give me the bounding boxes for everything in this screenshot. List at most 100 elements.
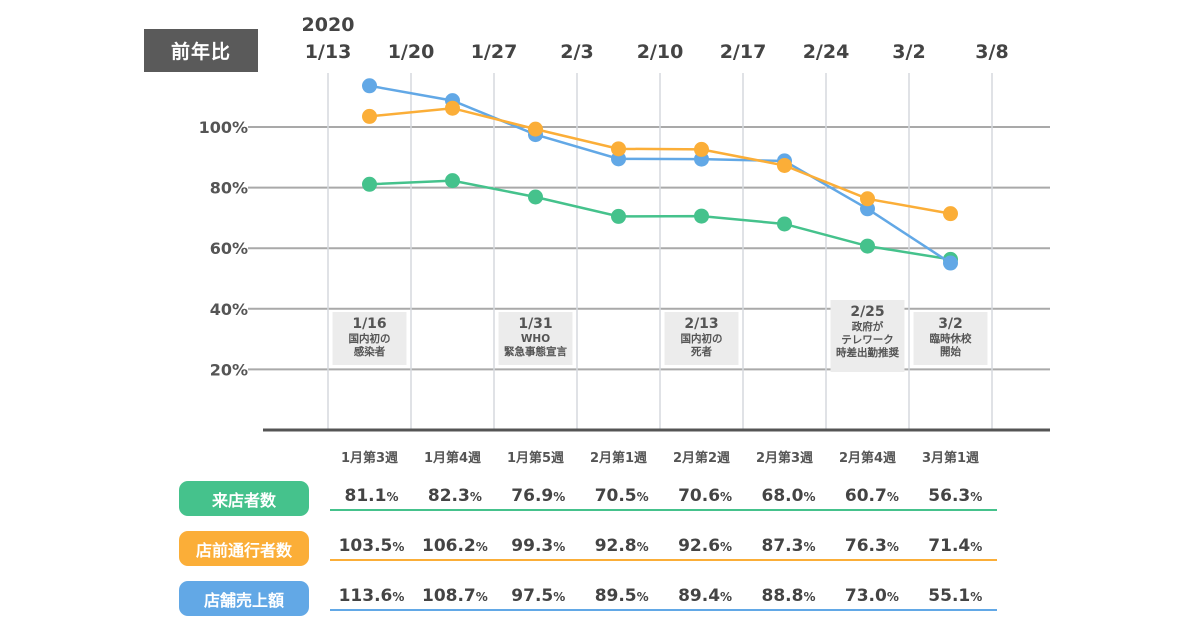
row-underline-sales [330, 609, 997, 611]
value-number: 76.3 [844, 536, 887, 556]
value-unit: % [553, 490, 566, 504]
week-category-label: 2月第3週 [756, 450, 813, 466]
week-category-label: 2月第2週 [673, 450, 730, 466]
value-number: 89.4 [678, 586, 721, 606]
value-number: 92.6 [678, 536, 721, 556]
date-tick-label: 1/13 [305, 41, 352, 63]
date-tick-label: 2/17 [720, 41, 767, 63]
value-cell: 89.4% [664, 586, 747, 606]
data-point-visitors [362, 176, 377, 192]
week-category-label: 1月第4週 [424, 450, 481, 466]
date-tick-label: 3/2 [892, 41, 925, 63]
value-unit: % [970, 590, 983, 604]
event-annotation-text: 国内初の [349, 332, 391, 345]
value-number: 56.3 [928, 486, 971, 506]
value-unit: % [553, 590, 566, 604]
y-tick-label: 80% [210, 179, 248, 198]
date-tick-label: 3/8 [975, 41, 1008, 63]
week-category-label: 1月第5週 [507, 450, 564, 466]
week-category-label: 2月第4週 [839, 450, 896, 466]
value-unit: % [392, 590, 405, 604]
value-cell: 87.3% [747, 536, 830, 556]
value-cell: 97.5% [497, 586, 580, 606]
data-point-passersby [694, 141, 709, 157]
event-annotation-text: 開始 [940, 345, 961, 358]
value-cell: 99.3% [497, 536, 580, 556]
value-unit: % [636, 540, 649, 554]
event-annotation-text: 1/31 [518, 316, 552, 332]
week-category-label: 2月第1週 [590, 450, 647, 466]
data-point-visitors [694, 208, 709, 224]
event-annotation-text: 時差出勤推奨 [836, 346, 899, 359]
value-cell: 70.5% [580, 486, 663, 506]
value-number: 99.3 [511, 536, 554, 556]
date-tick-label: 2/24 [803, 41, 850, 63]
event-annotation-text: 政府が [852, 320, 884, 333]
value-cell: 68.0% [747, 486, 830, 506]
value-cell: 71.4% [914, 536, 997, 556]
data-point-passersby [528, 121, 543, 137]
value-number: 113.6 [338, 586, 393, 606]
data-point-sales [362, 78, 377, 94]
event-annotation-text: 2/25 [850, 304, 884, 320]
event-annotation-box [332, 312, 407, 365]
date-tick-label: 2/3 [560, 41, 593, 63]
event-annotation-text: WHO [521, 333, 550, 345]
value-cell: 103.5% [330, 536, 413, 556]
value-number: 81.1 [344, 486, 387, 506]
event-annotation-text: 3/2 [938, 316, 963, 332]
value-cell: 81.1% [330, 486, 413, 506]
event-annotation-text: 臨時休校 [930, 332, 972, 345]
value-row-sales: 113.6% 108.7% 97.5% 89.5% 89.4% 88.8% 73.0% 55.… [330, 586, 997, 616]
value-cell: 60.7% [830, 486, 913, 506]
value-number: 76.9 [511, 486, 554, 506]
value-cell: 108.7% [413, 586, 496, 606]
value-unit: % [720, 490, 733, 504]
value-number: 103.5 [338, 536, 393, 556]
date-tick-label: 1/20 [388, 41, 435, 63]
value-unit: % [803, 540, 816, 554]
value-row-passersby: 103.5% 106.2% 99.3% 92.8% 92.6% 87.3% 76.3% 71.… [330, 536, 997, 566]
value-cell: 76.9% [497, 486, 580, 506]
value-unit: % [720, 540, 733, 554]
value-number: 89.5 [594, 586, 637, 606]
data-point-passersby [860, 191, 875, 207]
event-annotation-text: 死者 [690, 345, 712, 358]
value-number: 88.8 [761, 586, 804, 606]
value-number: 92.8 [594, 536, 637, 556]
value-number: 55.1 [928, 586, 971, 606]
value-number: 97.5 [511, 586, 554, 606]
data-point-visitors [528, 189, 543, 205]
value-number: 60.7 [844, 486, 887, 506]
event-annotation-box [664, 312, 739, 365]
data-point-visitors [777, 216, 792, 232]
value-unit: % [803, 490, 816, 504]
value-number: 73.0 [844, 586, 887, 606]
date-tick-label: 1/27 [471, 41, 518, 63]
date-tick-label: 2/10 [637, 41, 684, 63]
value-number: 106.2 [421, 536, 476, 556]
data-point-visitors [860, 238, 875, 254]
year-label: 2020 [302, 14, 355, 36]
value-unit: % [886, 490, 899, 504]
value-unit: % [386, 490, 399, 504]
value-cell: 113.6% [330, 586, 413, 606]
event-annotation-text: テレワーク [841, 334, 894, 346]
value-cell: 89.5% [580, 586, 663, 606]
value-unit: % [469, 490, 482, 504]
value-number: 68.0 [761, 486, 804, 506]
event-annotation-box [498, 312, 573, 365]
value-number: 71.4 [928, 536, 971, 556]
row-underline-passersby [330, 559, 997, 561]
series-line-passersby [369, 106, 951, 215]
event-annotation-text: 感染者 [354, 345, 386, 358]
value-number: 70.6 [678, 486, 721, 506]
value-unit: % [970, 490, 983, 504]
value-cell: 92.6% [664, 536, 747, 556]
data-point-sales [943, 255, 958, 271]
value-number: 82.3 [427, 486, 470, 506]
event-annotation-text: 2/13 [684, 316, 718, 332]
legend-pill-passersby: 店前通行者数 [179, 531, 309, 566]
value-unit: % [886, 540, 899, 554]
value-unit: % [553, 540, 566, 554]
